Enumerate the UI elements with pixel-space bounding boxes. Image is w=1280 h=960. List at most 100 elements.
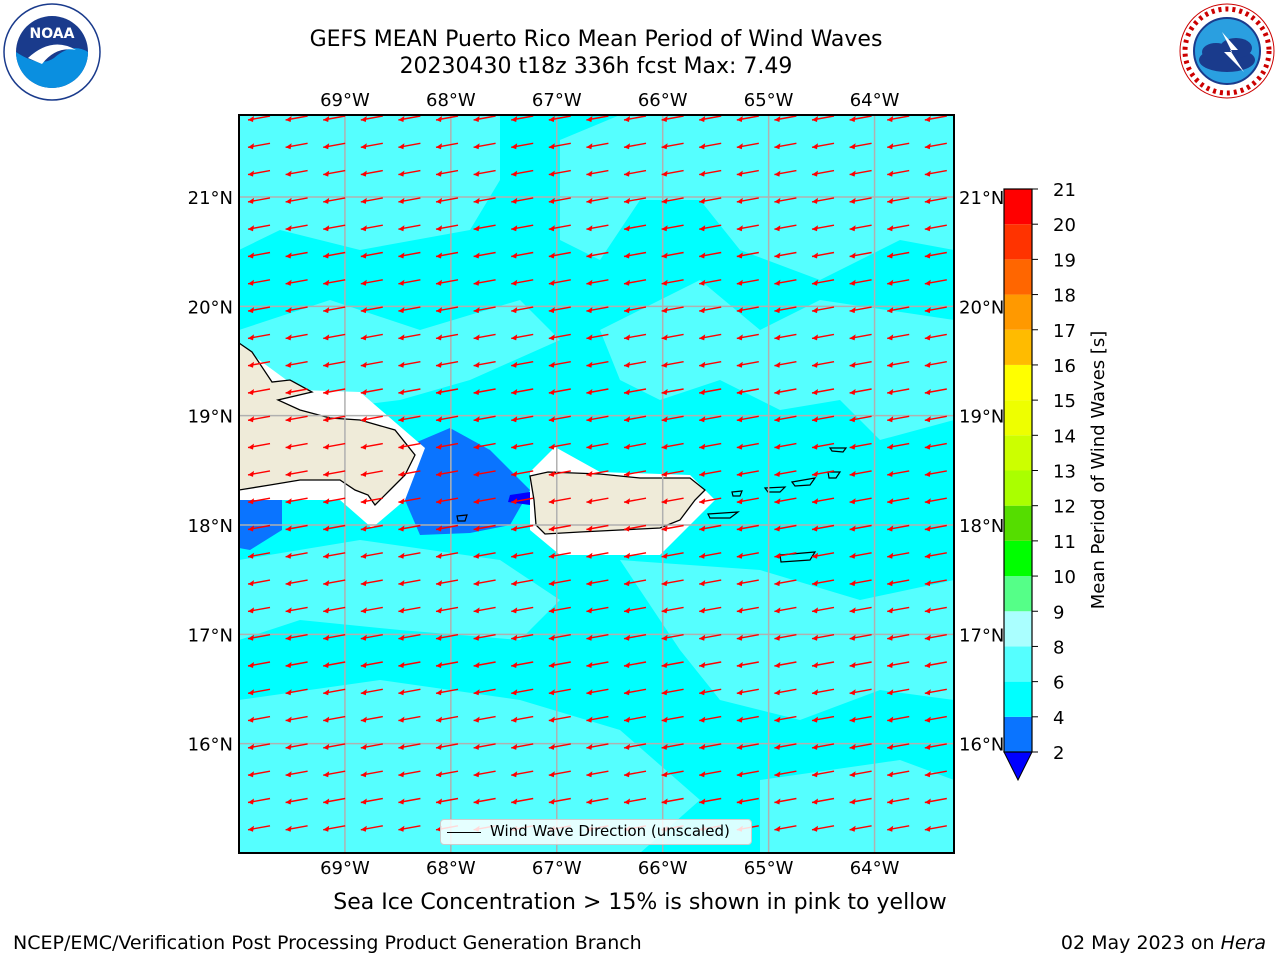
wave-vector: [323, 306, 346, 314]
wave-vector: [473, 497, 496, 505]
wave-vector: [849, 743, 872, 750]
y-tick-label-right: 16°N: [959, 735, 1004, 756]
wave-vector: [849, 797, 872, 805]
wave-vector: [586, 524, 609, 532]
wave-vector: [285, 770, 308, 778]
colorbar-swatch: [1004, 329, 1032, 365]
wave-vector: [398, 224, 421, 232]
wave-vector: [360, 634, 383, 641]
wave-vector: [548, 470, 571, 477]
wave-vector: [924, 497, 947, 505]
wave-vector: [849, 415, 872, 423]
wave-vector: [887, 470, 910, 477]
footer-branch: NCEP/EMC/Verification Post Processing Pr…: [13, 932, 642, 954]
wave-vector: [774, 442, 797, 450]
wave-vector: [849, 634, 872, 641]
wave-vector: [323, 279, 346, 286]
wave-vector: [247, 579, 271, 587]
wave-vector: [849, 688, 872, 696]
wave-vector: [586, 606, 609, 614]
wave-vector: [736, 251, 759, 259]
wave-vector: [736, 579, 759, 587]
wave-vector: [736, 497, 759, 505]
wave-vector: [887, 661, 910, 668]
wave-vector: [586, 333, 609, 341]
wave-vector: [586, 634, 609, 641]
wave-vector: [398, 770, 421, 778]
colorbar-tick-label: 18: [1053, 286, 1076, 307]
wave-vector: [887, 770, 910, 778]
wave-vector: [774, 306, 797, 314]
wave-vector: [623, 497, 647, 505]
wave-vector: [435, 415, 459, 423]
wave-vector: [811, 115, 835, 122]
wave-vector: [586, 770, 609, 778]
wave-vector: [623, 524, 647, 532]
colorbar-tick-label: 13: [1053, 462, 1076, 483]
wave-vector: [774, 333, 797, 341]
wave-vector: [323, 688, 346, 696]
wave-vector: [887, 279, 910, 286]
wave-vector: [924, 524, 947, 532]
wave-vector: [661, 415, 684, 423]
wave-vector: [323, 169, 346, 177]
wave-vector: [511, 715, 534, 723]
footer-date-text: 02 May 2023 on: [1060, 932, 1221, 954]
wave-vector: [586, 579, 609, 587]
wave-vector: [924, 661, 947, 668]
wave-vector: [285, 606, 308, 614]
wave-vector: [887, 743, 910, 750]
wave-vector: [699, 470, 722, 477]
wave-vector: [623, 361, 647, 368]
wave-vector: [360, 251, 383, 259]
y-tick-label-left: 20°N: [188, 297, 233, 318]
wave-vector: [548, 142, 571, 150]
wave-vector: [924, 169, 947, 177]
wave-vector: [586, 142, 609, 150]
wave-vector: [285, 388, 308, 395]
wave-vector: [285, 361, 308, 368]
wave-vector: [511, 197, 534, 204]
wave-vector: [548, 715, 571, 723]
wave-vector: [887, 579, 910, 587]
wave-vector: [699, 579, 722, 587]
wave-vector: [623, 606, 647, 614]
wave-vector: [887, 115, 910, 122]
wave-vector: [323, 415, 346, 423]
wave-vector: [548, 388, 571, 395]
wave-vector: [511, 279, 534, 286]
x-tick-label-top: 69°W: [320, 90, 370, 111]
wave-vector: [360, 470, 383, 477]
wave-vector: [774, 197, 797, 204]
wave-vector: [285, 115, 308, 122]
wave-vector: [548, 579, 571, 587]
wave-vector: [285, 333, 308, 341]
wave-vector: [811, 251, 835, 259]
wave-vector: [285, 661, 308, 668]
colorbar-tick-label: 4: [1053, 708, 1064, 729]
wave-vector: [887, 388, 910, 395]
wave-vector: [435, 224, 459, 232]
wave-vector: [360, 497, 383, 505]
wave-vector: [247, 415, 271, 423]
wave-vector: [398, 797, 421, 805]
colorbar-swatch: [1004, 540, 1032, 577]
wave-vector: [323, 661, 346, 668]
colorbar-tick-label: 2: [1053, 743, 1064, 764]
map-gridlines: [239, 115, 954, 853]
wave-vector: [247, 552, 271, 559]
map-frame: [238, 114, 955, 854]
wave-vector: [736, 770, 759, 778]
wave-vector: [398, 442, 421, 450]
wave-vector: [849, 115, 872, 122]
wave-vector: [811, 606, 835, 614]
wave-vector: [699, 524, 722, 532]
wave-vector: [623, 224, 647, 232]
chart-title: GEFS MEAN Puerto Rico Mean Period of Win…: [309, 27, 883, 52]
wave-vector: [473, 333, 496, 341]
wave-vector: [323, 115, 346, 122]
wave-vector: [323, 251, 346, 259]
colorbar-swatch: [1004, 716, 1032, 752]
wave-vector: [586, 715, 609, 723]
wave-vector: [247, 497, 271, 505]
